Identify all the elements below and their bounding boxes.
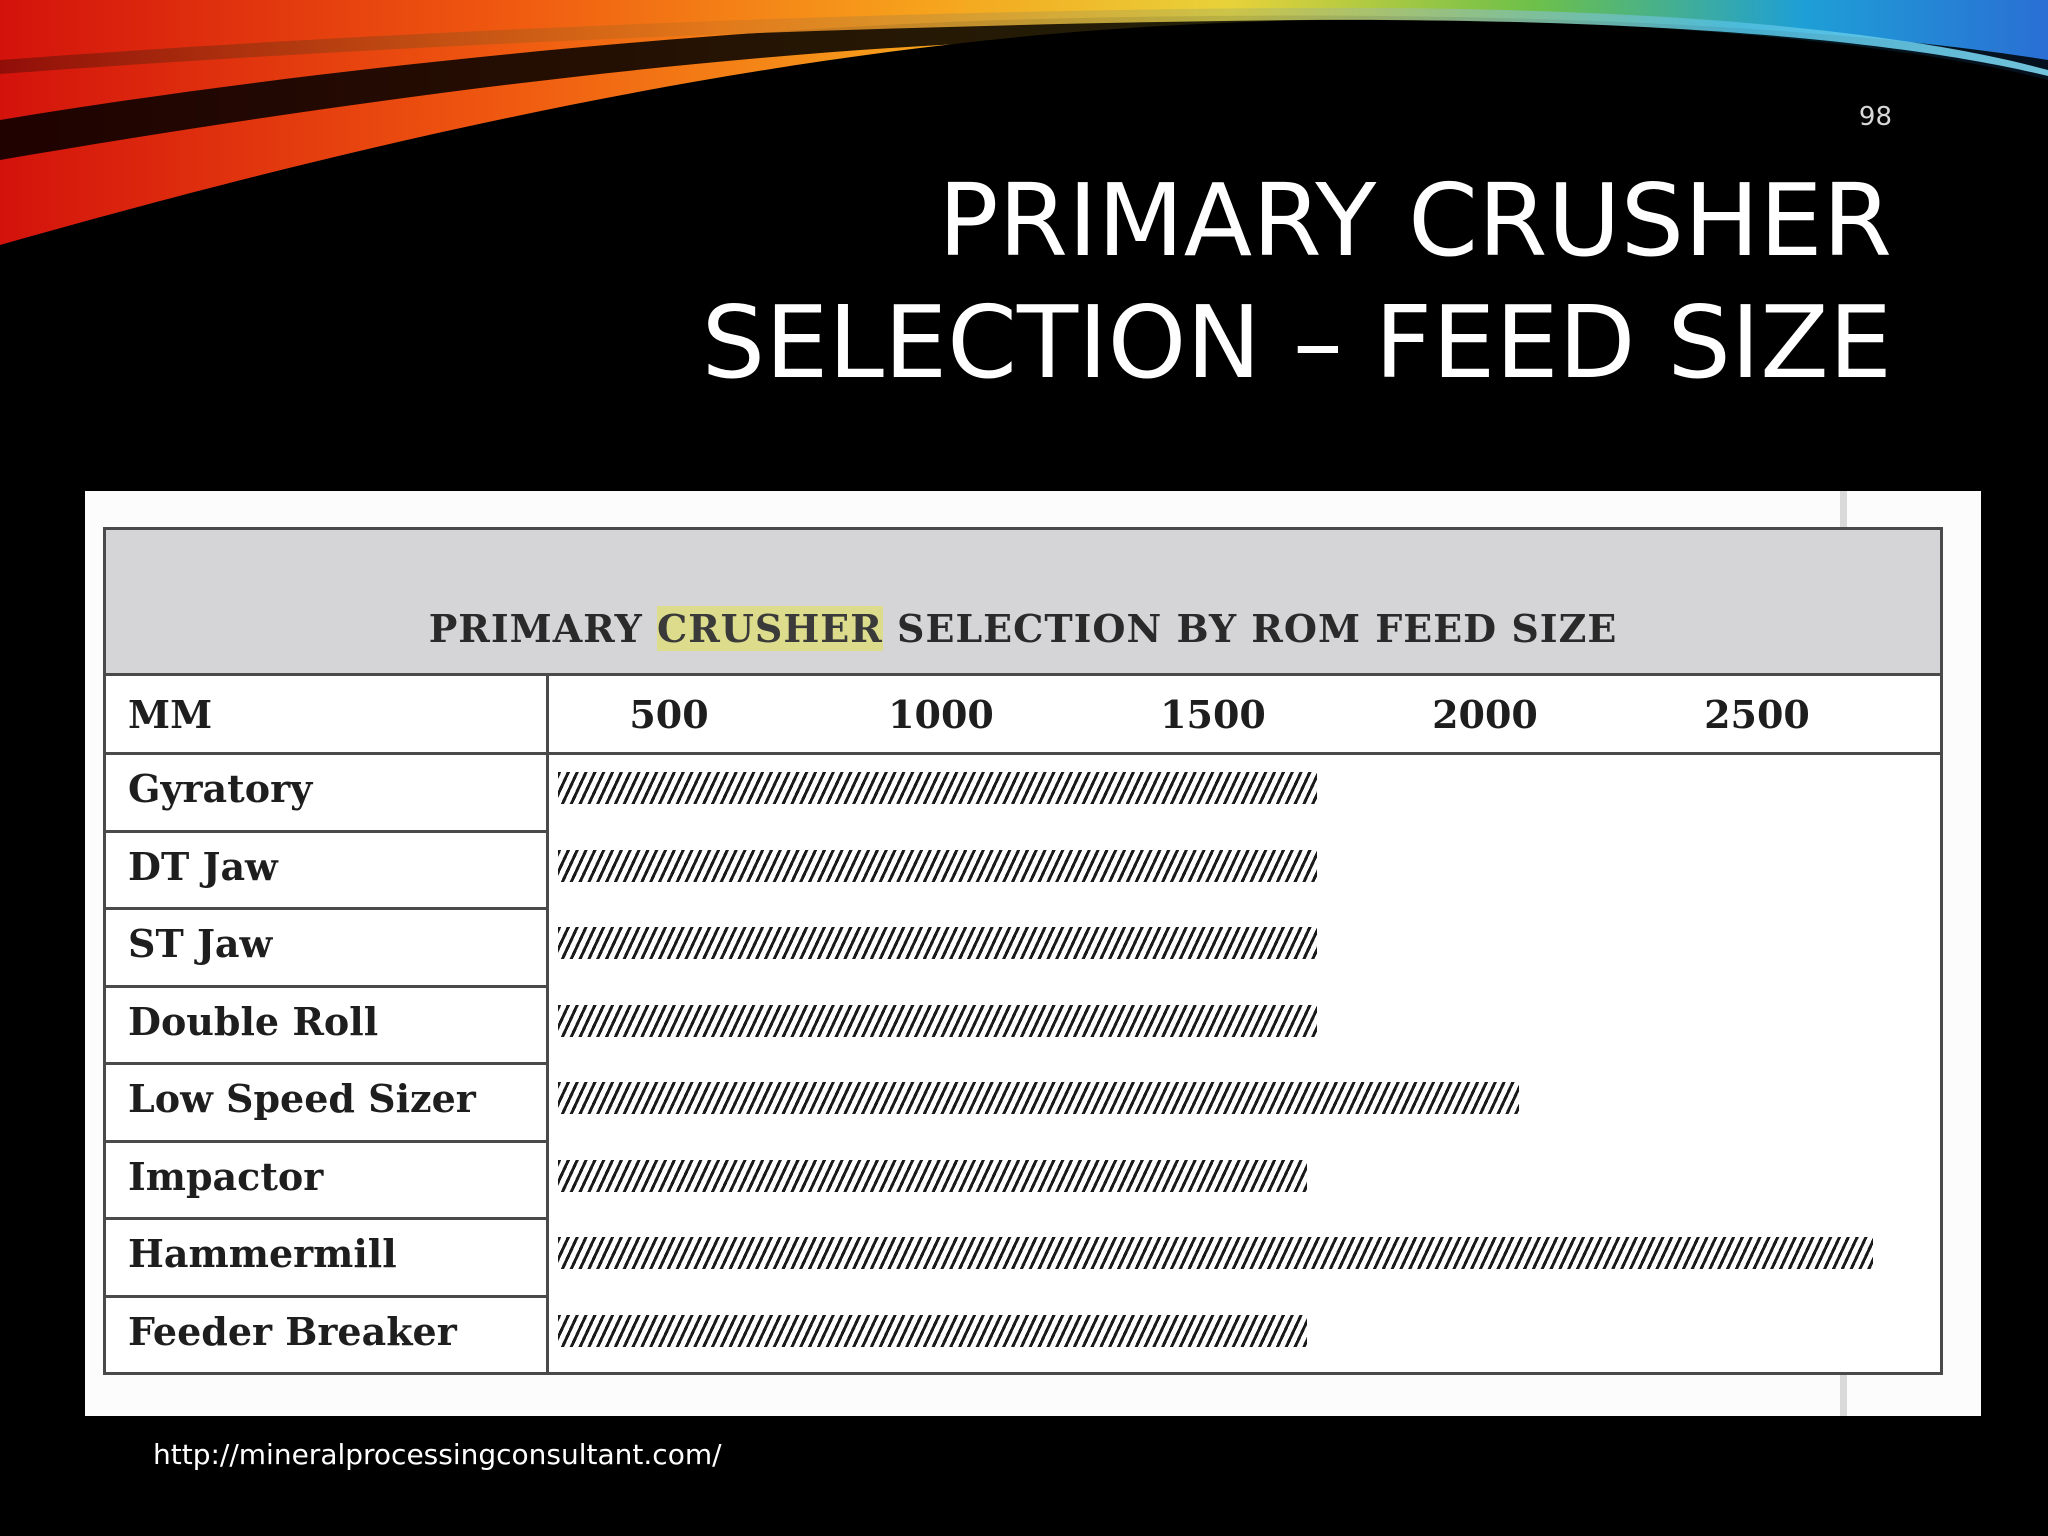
row-label: ST Jaw [128, 921, 273, 966]
row-label: Feeder Breaker [128, 1308, 457, 1354]
chart-title-highlight: CRUSHER [656, 606, 883, 651]
hatch-bar [558, 1082, 1520, 1114]
label-row-divider [106, 907, 546, 910]
chart-title: PRIMARY CRUSHER SELECTION BY ROM FEED SI… [106, 606, 1940, 651]
slide-title-line-2: SELECTION – FEED SIZE [701, 284, 1892, 401]
x-tick-label: 1500 [1160, 692, 1266, 737]
page-number: 98 [1858, 102, 1892, 132]
unit-header: MM [128, 692, 213, 737]
hatch-bar [558, 772, 1317, 804]
selection-table: PRIMARY CRUSHER SELECTION BY ROM FEED SI… [103, 527, 1943, 1375]
chart-title-part-2: SELECTION BY ROM FEED SIZE [882, 606, 1618, 651]
row-label: DT Jaw [128, 843, 278, 889]
slide-title-line-1: PRIMARY CRUSHER [938, 162, 1892, 279]
label-row-divider [106, 1294, 546, 1298]
hatch-bar [558, 1004, 1317, 1037]
chart-title-part-1: PRIMARY [428, 606, 657, 651]
table-header-band: PRIMARY CRUSHER SELECTION BY ROM FEED SI… [106, 530, 1940, 676]
hatch-bar [558, 1237, 1874, 1269]
row-label: Impactor [128, 1153, 324, 1199]
chart-figure: PRIMARY CRUSHER SELECTION BY ROM FEED SI… [85, 491, 1981, 1416]
slide-title: PRIMARY CRUSHER SELECTION – FEED SIZE [560, 160, 1892, 404]
hatch-bar [558, 849, 1317, 882]
decorative-swoosh [0, 0, 2048, 245]
label-row-divider [106, 1217, 546, 1220]
hatch-bar [558, 1159, 1307, 1192]
row-label: Gyratory [128, 766, 313, 811]
tick-row-divider [106, 752, 1940, 755]
row-label: Hammermill [128, 1231, 397, 1276]
label-column-divider [546, 676, 549, 1372]
row-label: Low Speed Sizer [128, 1076, 476, 1121]
hatch-bar [558, 1314, 1307, 1347]
x-tick-label: 2500 [1704, 692, 1810, 737]
hatch-bar [558, 927, 1317, 959]
x-tick-label: 500 [629, 692, 709, 737]
x-tick-label: 1000 [888, 692, 994, 737]
x-tick-label: 2000 [1432, 692, 1538, 737]
label-row-divider [106, 829, 546, 833]
row-label: Double Roll [128, 998, 379, 1044]
label-row-divider [106, 1062, 546, 1065]
source-link[interactable]: http://mineralprocessingconsultant.com/ [153, 1438, 722, 1471]
label-row-divider [106, 984, 546, 988]
label-row-divider [106, 1139, 546, 1143]
